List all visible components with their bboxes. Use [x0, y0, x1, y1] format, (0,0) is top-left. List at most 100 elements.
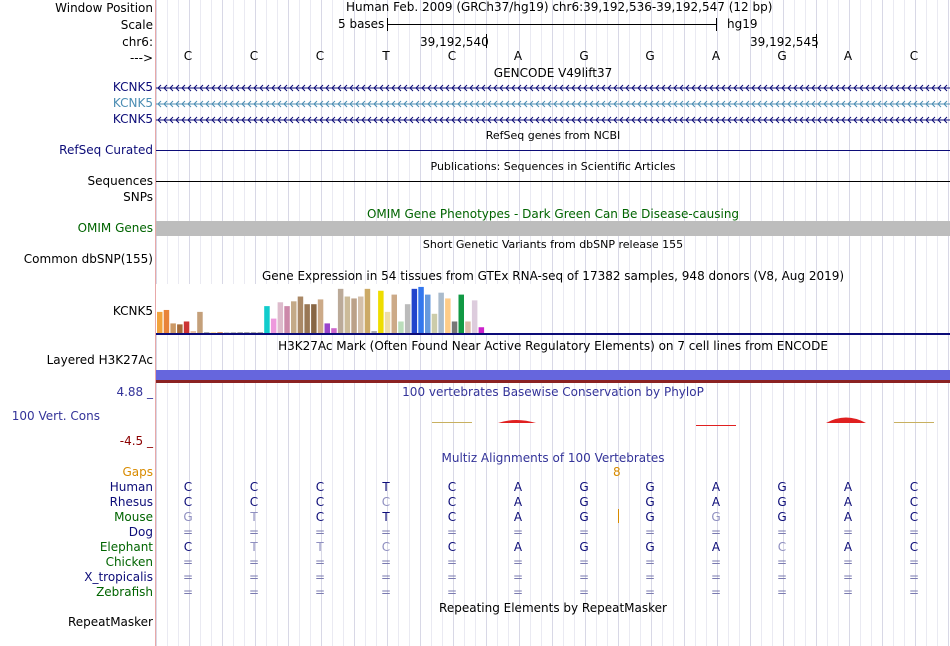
alignment-base: =: [248, 585, 260, 599]
strand-chevron: [829, 100, 834, 108]
strand-chevron: [619, 84, 624, 92]
strand-chevron: [289, 116, 294, 124]
gtex-tissue-bar: [250, 332, 257, 333]
strand-chevron: [223, 116, 228, 124]
alignment-base: =: [842, 525, 854, 539]
strand-chevron: [175, 116, 180, 124]
alignment-base: G: [645, 495, 655, 509]
strand-chevron: [643, 116, 648, 124]
strand-chevron: [871, 84, 876, 92]
strand-chevron: [301, 84, 306, 92]
base-letter: G: [645, 49, 655, 63]
strand-chevron: [733, 84, 738, 92]
strand-chevron: [403, 116, 408, 124]
label-kcnk5-3[interactable]: KCNK5: [112, 112, 153, 126]
strand-chevron: [637, 116, 642, 124]
strand-chevron: [907, 100, 912, 108]
strand-chevron: [493, 84, 498, 92]
gtex-tissue-bar: [163, 309, 170, 333]
strand-chevron: [445, 84, 450, 92]
gtex-tissue-bar: [425, 294, 431, 333]
label-chicken[interactable]: Chicken: [105, 555, 153, 569]
label-gaps[interactable]: Gaps: [122, 465, 153, 479]
label-repeatmasker[interactable]: RepeatMasker: [67, 615, 153, 629]
label-mouse[interactable]: Mouse: [114, 510, 153, 524]
strand-chevron: [901, 116, 906, 124]
label-sequences[interactable]: Sequences: [87, 174, 153, 188]
strand-chevron: [739, 116, 744, 124]
label-kcnk5-1[interactable]: KCNK5: [112, 80, 153, 94]
gridline: [827, 0, 828, 646]
strand-chevron: [355, 100, 360, 108]
h3k27ac-signal-bar[interactable]: [156, 370, 950, 380]
alignment-base: G: [579, 495, 589, 509]
strand-chevron: [283, 84, 288, 92]
label-refseq-curated[interactable]: RefSeq Curated: [59, 143, 153, 157]
refseq-line[interactable]: [156, 150, 950, 151]
strand-chevron: [739, 100, 744, 108]
gtex-tissue-bar: [183, 321, 190, 333]
strand-chevron: [379, 84, 384, 92]
gtex-tissue-bar: [351, 298, 357, 333]
label-kcnk5-2[interactable]: KCNK5: [112, 96, 153, 110]
strand-chevron: [451, 84, 456, 92]
label-layered-h3k27ac[interactable]: Layered H3K27Ac: [46, 353, 153, 367]
label-common-dbsnp[interactable]: Common dbSNP(155): [23, 252, 153, 266]
label-100-vert-cons[interactable]: 100 Vert. Cons: [11, 409, 100, 423]
strand-chevron: [535, 84, 540, 92]
label-rhesus[interactable]: Rhesus: [109, 495, 153, 509]
label-window-position[interactable]: Window Position: [55, 1, 153, 15]
gridline: [728, 0, 729, 646]
gtex-bar-chart[interactable]: [156, 284, 536, 334]
strand-chevron: [709, 100, 714, 108]
label-scale[interactable]: Scale: [120, 18, 153, 32]
alignment-base: =: [182, 585, 194, 599]
assembly-text: hg19: [727, 17, 758, 31]
strand-chevron: [673, 100, 678, 108]
publications-title: Publications: Sequences in Scientific Ar…: [430, 160, 676, 173]
strand-chevron: [637, 84, 642, 92]
gtex-tissue-bar: [244, 332, 250, 333]
strand-chevron: [589, 100, 594, 108]
gtex-tissue-bar: [337, 288, 344, 333]
strand-chevron: [235, 84, 240, 92]
strand-chevron: [541, 84, 546, 92]
label-chr[interactable]: chr6:: [122, 35, 153, 49]
strand-chevron: [757, 116, 762, 124]
gtex-tissue-bar: [471, 300, 478, 333]
strand-chevron: [343, 100, 348, 108]
label-snps[interactable]: SNPs: [123, 190, 153, 204]
label-human[interactable]: Human: [109, 480, 153, 494]
label-x-tropicalis[interactable]: X_tropicalis: [84, 570, 153, 584]
alignment-base: C: [447, 540, 457, 554]
strand-chevron: [487, 116, 492, 124]
strand-chevron: [169, 84, 174, 92]
alignment-base: =: [314, 585, 326, 599]
strand-chevron: [565, 84, 570, 92]
omim-bar[interactable]: [156, 221, 950, 236]
strand-chevron: [769, 116, 774, 124]
label-strand[interactable]: --->: [129, 51, 153, 65]
strand-chevron: [385, 84, 390, 92]
strand-chevron: [331, 84, 336, 92]
strand-chevron: [763, 116, 768, 124]
label-omim-genes[interactable]: OMIM Genes: [77, 221, 153, 235]
label-gtex-kcnk5[interactable]: KCNK5: [112, 304, 153, 318]
strand-chevron: [541, 116, 546, 124]
strand-chevron: [457, 100, 462, 108]
strand-chevron: [859, 116, 864, 124]
strand-chevron: [409, 84, 414, 92]
strand-chevron: [691, 116, 696, 124]
gtex-tissue-bar: [445, 298, 451, 333]
strand-chevron: [283, 100, 288, 108]
track-area[interactable]: Human Feb. 2009 (GRCh37/hg19) chr6:39,19…: [156, 0, 950, 646]
label-zebrafish[interactable]: Zebrafish: [96, 585, 153, 599]
strand-chevron: [931, 84, 936, 92]
label-elephant[interactable]: Elephant: [99, 540, 153, 554]
gencode-transcripts[interactable]: [156, 80, 950, 128]
sequences-line[interactable]: [156, 181, 950, 182]
conservation-plot[interactable]: [156, 410, 950, 430]
strand-chevron: [223, 100, 228, 108]
alignment-base: C: [381, 540, 391, 554]
label-dog[interactable]: Dog: [128, 525, 153, 539]
